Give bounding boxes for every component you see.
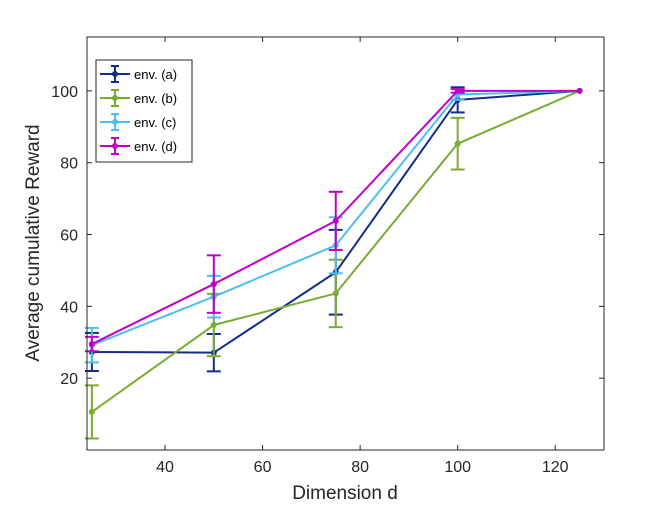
data-point-4-4 — [454, 87, 461, 94]
data-point-2-4 — [454, 140, 461, 147]
data-point-4-5 — [576, 87, 583, 94]
legend-marker-4 — [112, 143, 118, 149]
data-point-2-2 — [210, 322, 217, 329]
data-point-4-3 — [332, 217, 339, 224]
legend-label-4: env. (d) — [134, 139, 177, 154]
legend: env. (a) env. (b) env. (c) env. (d) — [95, 59, 193, 163]
x-tick-label-60: 60 — [254, 459, 272, 476]
x-tick-label-40: 40 — [156, 459, 174, 476]
y-axis-title: Average cumulative Reward — [23, 124, 44, 361]
y-tick-label-20: 20 — [60, 371, 78, 388]
y-tick-label-80: 80 — [60, 156, 78, 173]
data-point-4-2 — [210, 281, 217, 288]
series-4 — [84, 87, 583, 353]
series-layer — [84, 86, 583, 440]
x-tick-label-120: 120 — [542, 459, 569, 476]
legend-label-1: env. (a) — [134, 67, 177, 82]
legend-marker-3 — [112, 119, 118, 125]
legend-marker-1 — [112, 71, 118, 77]
plot-frame — [86, 36, 605, 451]
legend-label-2: env. (b) — [134, 91, 177, 106]
x-tick-label-100: 100 — [444, 459, 471, 476]
data-point-4-1 — [88, 341, 95, 348]
x-axis-title: Dimension d — [292, 483, 398, 504]
y-tick-label-100: 100 — [51, 84, 78, 101]
legend-marker-2 — [112, 95, 118, 101]
legend-label-3: env. (c) — [134, 115, 176, 130]
x-tick-label-80: 80 — [351, 459, 369, 476]
y-tick-label-60: 60 — [60, 228, 78, 245]
y-tick-label-40: 40 — [60, 299, 78, 316]
data-point-2-3 — [332, 290, 339, 297]
axis-ticks: 40 60 80 100 120 20 40 60 80 100 — [51, 37, 604, 476]
data-point-2-1 — [88, 408, 95, 415]
